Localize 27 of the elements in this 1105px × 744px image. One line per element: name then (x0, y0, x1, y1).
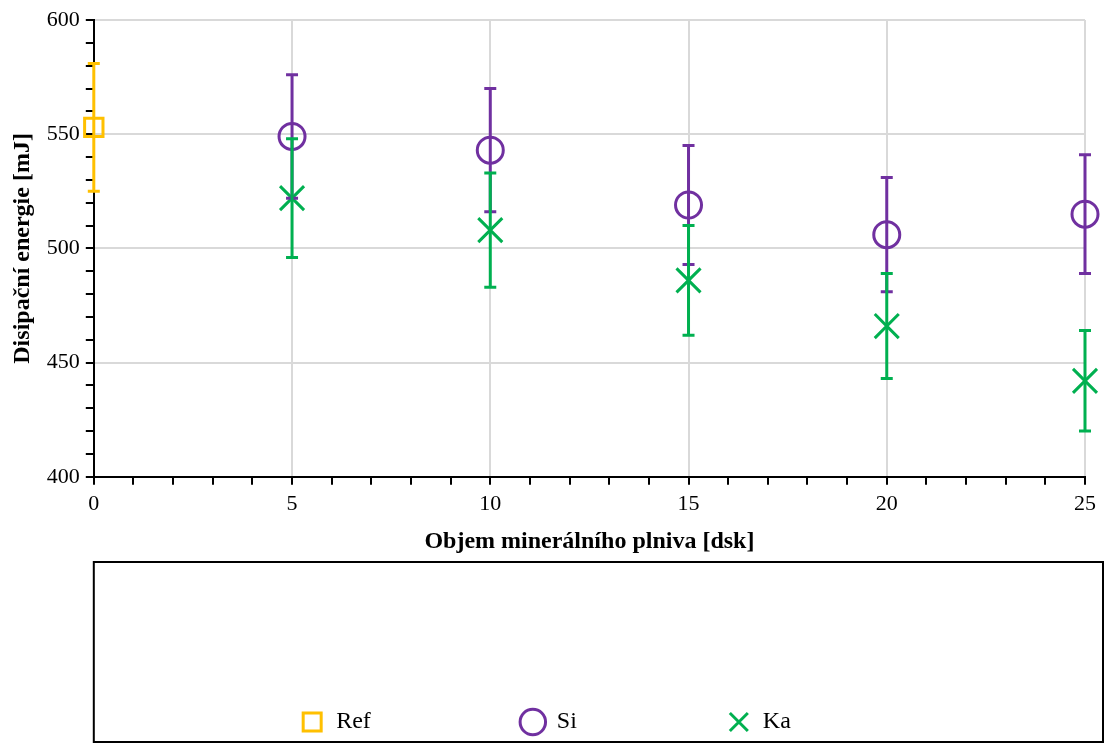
point (278, 184, 306, 212)
point (476, 216, 504, 244)
point (83, 116, 105, 139)
x-tick-label: 25 (1074, 489, 1096, 515)
x-tick-label: 20 (875, 489, 898, 515)
point (873, 312, 901, 340)
y-tick-label: 450 (46, 348, 80, 374)
x-tick-label: 15 (677, 489, 700, 515)
point (1071, 367, 1099, 395)
point (475, 135, 505, 165)
point (1070, 199, 1100, 229)
y-tick-label: 550 (46, 119, 80, 145)
point (277, 121, 307, 151)
y-tick-label: 400 (46, 462, 80, 488)
y-tick-label: 600 (46, 5, 80, 31)
y-axis-title: Disipační energie [mJ] (7, 133, 34, 364)
point (872, 220, 902, 250)
legend-label: Si (556, 707, 578, 734)
y-tick-label: 500 (46, 234, 80, 260)
x-tick-label: 10 (479, 489, 502, 515)
x-axis-title: Objem minerálního plniva [dsk] (424, 526, 755, 553)
legend-label: Ka (762, 707, 792, 734)
point (675, 266, 703, 294)
point (674, 190, 704, 220)
legend-label: Ref (336, 707, 371, 734)
x-tick-label: 0 (88, 489, 100, 515)
x-tick-label: 5 (286, 489, 298, 515)
